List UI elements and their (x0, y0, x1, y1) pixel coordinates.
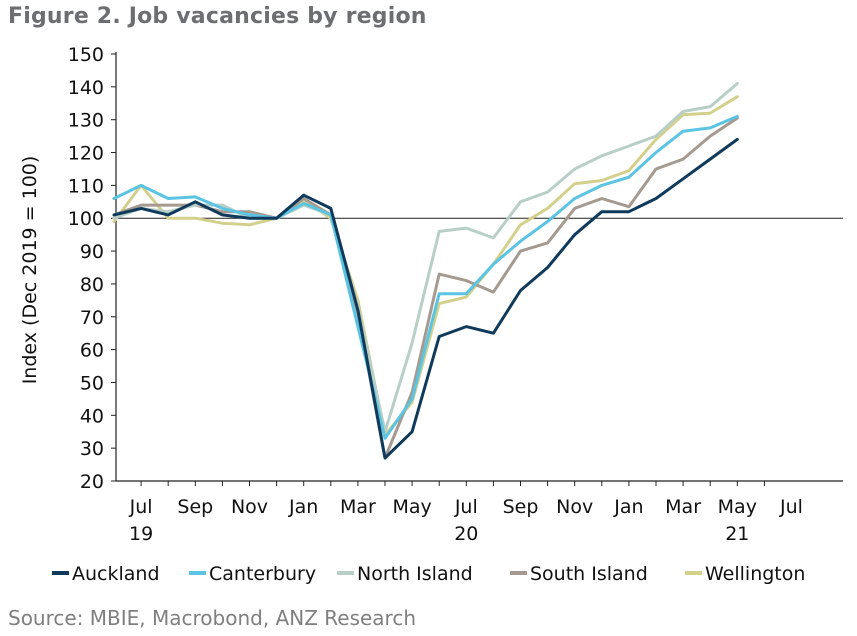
x-tick-label: Jul (779, 496, 803, 518)
y-tick-label: 30 (80, 438, 104, 460)
x-tick-label: Nov (556, 496, 593, 518)
series-line-canterbury (112, 114, 739, 440)
x-tick-label: Sep (177, 496, 213, 518)
x-tick-label: Sep (503, 496, 539, 518)
y-tick-label: 20 (80, 471, 104, 493)
legend: Auckland Canterbury North Island South Isla… (52, 563, 805, 585)
y-tick-label: 140 (68, 77, 104, 99)
x-tick-label: Jan (613, 496, 643, 518)
x-year-label: 21 (725, 523, 749, 545)
x-tick-label: Mar (665, 496, 701, 518)
legend-label: Canterbury (209, 563, 316, 585)
x-tick-label: May (392, 496, 431, 518)
y-tick-label: 50 (80, 372, 104, 394)
y-tick-label: 70 (80, 307, 104, 329)
series-line-south-island (112, 116, 739, 460)
y-tick-label: 40 (80, 405, 104, 427)
y-tick-label: 110 (68, 175, 104, 197)
y-tick-label: 120 (68, 143, 104, 165)
series-layer (112, 82, 843, 460)
y-tick-label: 90 (80, 241, 104, 263)
x-year-label: 19 (129, 523, 153, 545)
y-tick-label: 130 (68, 110, 104, 132)
x-tick-label: Jul (129, 496, 153, 518)
x-tick-label: Jan (288, 496, 318, 518)
source-note: Source: MBIE, Macrobond, ANZ Research (8, 606, 416, 630)
legend-label: Wellington (705, 563, 805, 585)
series-line-wellington (112, 95, 739, 437)
x-tick-label: Mar (340, 496, 376, 518)
legend-label: South Island (530, 563, 648, 585)
legend-label: Auckland (72, 563, 160, 585)
x-tick-label: Nov (231, 496, 268, 518)
y-tick-label: 100 (68, 208, 104, 230)
y-tick-label: 80 (80, 274, 104, 296)
y-tick-label: 60 (80, 340, 104, 362)
x-axis: Jul 19 Sep Nov Jan Mar May Jul 20 Sep Nov Jan Mar May… (116, 480, 843, 545)
x-tick-label: Jul (454, 496, 478, 518)
legend-label: North Island (357, 563, 473, 585)
y-tick-label: 150 (68, 44, 104, 66)
x-tick-label: May (718, 496, 757, 518)
x-year-label: 20 (454, 523, 478, 545)
chart-title: Figure 2. Job vacancies by region (8, 4, 427, 29)
y-axis: 20 30 40 50 60 70 80 90 100 110 120 130 140 150 (68, 44, 117, 493)
series-line-auckland (112, 137, 739, 460)
y-axis-label: Index (Dec 2019 = 100) (19, 156, 41, 385)
